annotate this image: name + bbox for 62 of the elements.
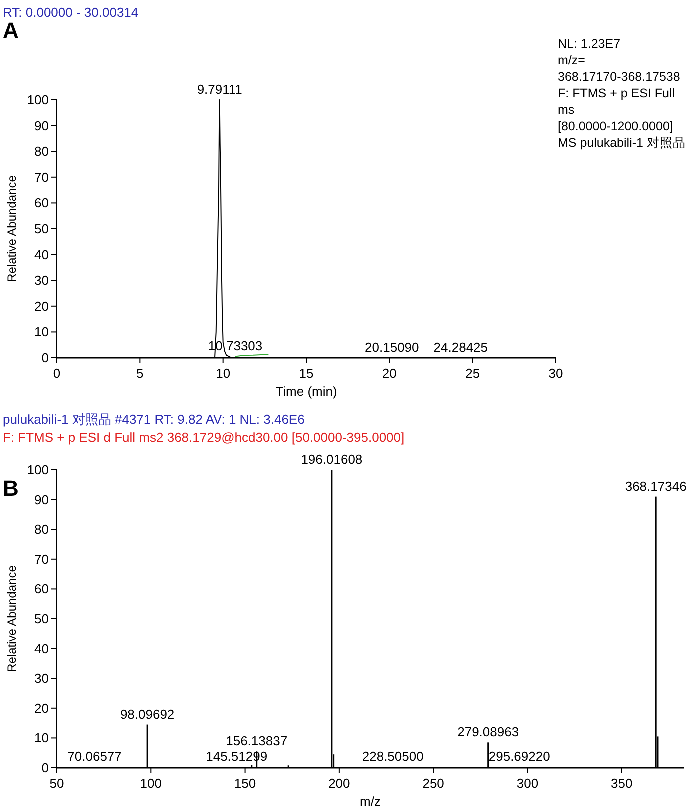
annotation: 20.15090: [365, 340, 420, 355]
y-tick-label: 60: [34, 582, 49, 597]
y-tick-label: 50: [34, 612, 49, 626]
y-tick-label: 40: [34, 641, 49, 656]
x-tick-label: 30: [548, 366, 564, 381]
x-tick-label: 100: [140, 776, 162, 791]
x-axis-title: m/z: [360, 794, 381, 806]
x-tick-label: 25: [466, 366, 480, 381]
y-tick-label: 90: [34, 118, 49, 134]
text: ms: [558, 103, 575, 117]
y-tick-label: 0: [42, 760, 49, 776]
y-tick-label: 80: [34, 522, 49, 538]
x-tick-label: 10: [216, 366, 231, 381]
y-tick-label: 50: [34, 222, 49, 236]
annotation: 368.17346: [625, 478, 687, 494]
annotation: 70.06577: [68, 749, 122, 764]
y-tick-label: 30: [34, 671, 49, 686]
y-tick-label: 90: [34, 492, 49, 508]
text: NL: 1.23E7: [558, 37, 621, 51]
x-tick-label: 20: [382, 366, 397, 381]
annotation: 98.09692: [120, 706, 175, 722]
y-tick-label: 10: [34, 730, 49, 746]
y-tick-label: 20: [34, 700, 49, 716]
chart-title: pulukabili-1 对照品 #4371 RT: 9.82 AV: 1 NL: 3.46E6: [3, 412, 305, 427]
text: MS pulukabili-1 对照品: [558, 136, 686, 150]
y-tick-label: 20: [34, 298, 49, 314]
x-tick-label: 0: [53, 366, 61, 381]
x-axis-title: Time (min): [276, 384, 338, 399]
y-tick-label: 100: [27, 462, 49, 478]
y-tick-label: 0: [42, 350, 49, 366]
x-tick-label: 15: [299, 366, 314, 381]
text: A: [3, 18, 19, 43]
y-tick-label: 30: [34, 273, 49, 288]
text: m/z=: [558, 54, 586, 68]
chart-subtitle: F: FTMS + p ESI d Full ms2 368.1729@hcd30.00 [50.0000-395.0000]: [3, 430, 405, 445]
y-tick-label: 80: [34, 144, 49, 160]
annotation: 156.13837: [226, 734, 288, 749]
text: [80.0000-1200.0000]: [558, 120, 674, 134]
x-tick-label: 200: [328, 776, 350, 791]
x-tick-label: 300: [516, 776, 539, 791]
x-tick-label: 250: [422, 776, 444, 791]
x-tick-label: 350: [611, 776, 633, 791]
y-tick-label: 60: [34, 196, 49, 211]
x-tick-label: 5: [136, 366, 144, 381]
annotation: 295.69220: [488, 749, 550, 764]
y-tick-label: 70: [34, 552, 49, 567]
y-axis-title: Relative Abundance: [5, 565, 19, 672]
y-tick-label: 40: [34, 247, 49, 262]
annotation: 196.01608: [301, 452, 363, 467]
y-axis-title: Relative Abundance: [5, 175, 19, 282]
y-tick-label: 10: [34, 324, 49, 340]
y-tick-label: 100: [27, 92, 49, 108]
y-tick-label: 70: [34, 170, 49, 185]
annotation: 24.28425: [434, 340, 488, 355]
text: F: FTMS + p ESI Full: [558, 86, 676, 100]
chart-title: RT: 0.00000 - 30.00314: [3, 5, 139, 20]
text: B: [3, 476, 19, 501]
annotation: 228.50500: [362, 749, 424, 764]
annotation: 279.08963: [458, 724, 520, 740]
x-tick-label: 150: [234, 776, 256, 791]
annotation: 9.79111: [197, 82, 242, 97]
text: 368.17170-368.17538: [558, 70, 680, 84]
